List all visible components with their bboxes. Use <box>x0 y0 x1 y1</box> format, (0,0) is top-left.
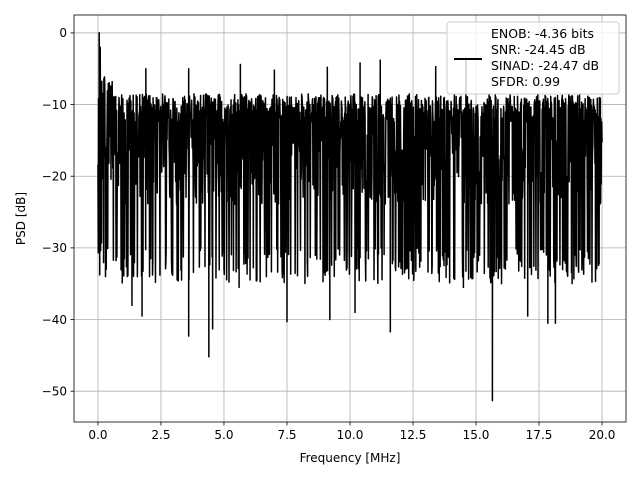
legend: ENOB: -4.36 bits SNR: -24.45 dB SINAD: -24… <box>446 21 620 95</box>
x-tick-label: 20.0 <box>589 428 616 442</box>
y-tick-label: −10 <box>42 98 67 112</box>
x-axis-label: Frequency [MHz] <box>300 451 401 465</box>
maximum-point <box>359 62 361 64</box>
minimum-point <box>462 286 465 288</box>
minimum-point <box>208 356 210 358</box>
legend-line: SNR: -24.45 dB <box>491 42 586 57</box>
legend-line: SINAD: -24.47 dB <box>491 58 599 73</box>
maximum-point <box>239 63 241 66</box>
ticks: 0.0 2.5 5.0 7.5 10.0 12.5 15.0 17.5 20.0 0 −10 −20 −… <box>42 26 616 442</box>
minimum-point <box>104 275 107 278</box>
maximum-point <box>379 59 381 61</box>
x-tick-label: 5.0 <box>214 428 233 442</box>
maximum-point <box>326 66 328 68</box>
y-tick-label: −30 <box>42 241 67 255</box>
y-tick-label: −40 <box>42 313 67 327</box>
minimum-point <box>188 335 190 337</box>
minimum-point <box>527 315 529 317</box>
data-layer <box>97 32 603 402</box>
legend-entry: ENOB: -4.36 bits SNR: -24.45 dB SINAD: -24… <box>491 26 599 89</box>
legend-box <box>446 21 620 95</box>
x-tick-label: 0.0 <box>88 428 107 442</box>
psd-series-line <box>97 32 603 402</box>
maximum-point <box>273 69 275 71</box>
legend-line: SFDR: 0.99 <box>491 74 560 89</box>
x-tick-label: 15.0 <box>463 428 490 442</box>
legend-line: ENOB: -4.36 bits <box>491 26 594 41</box>
minimum-point <box>238 286 240 288</box>
x-tick-label: 12.5 <box>400 428 427 442</box>
x-tick-label: 7.5 <box>277 428 296 442</box>
minimum-point <box>212 328 214 330</box>
y-tick-label: 0 <box>59 26 67 40</box>
minimum-point <box>491 399 494 402</box>
peak-point <box>98 32 101 34</box>
minimum-point <box>389 331 391 333</box>
minimum-point <box>354 311 356 313</box>
maximum-point <box>145 68 147 70</box>
x-tick-label: 17.5 <box>526 428 553 442</box>
x-tick-label: 10.0 <box>337 428 364 442</box>
minimum-point <box>141 315 143 317</box>
minimum-point <box>547 322 549 324</box>
y-tick-label: −50 <box>42 384 67 398</box>
y-axis-label: PSD [dB] <box>14 192 28 245</box>
minimum-point <box>554 322 557 324</box>
y-tick-label: −20 <box>42 170 67 184</box>
x-tick-label: 2.5 <box>151 428 170 442</box>
minimum-point <box>286 321 288 323</box>
minimum-point <box>329 318 331 321</box>
minimum-point <box>131 304 133 306</box>
maximum-point <box>435 65 437 68</box>
maximum-point <box>188 68 190 70</box>
